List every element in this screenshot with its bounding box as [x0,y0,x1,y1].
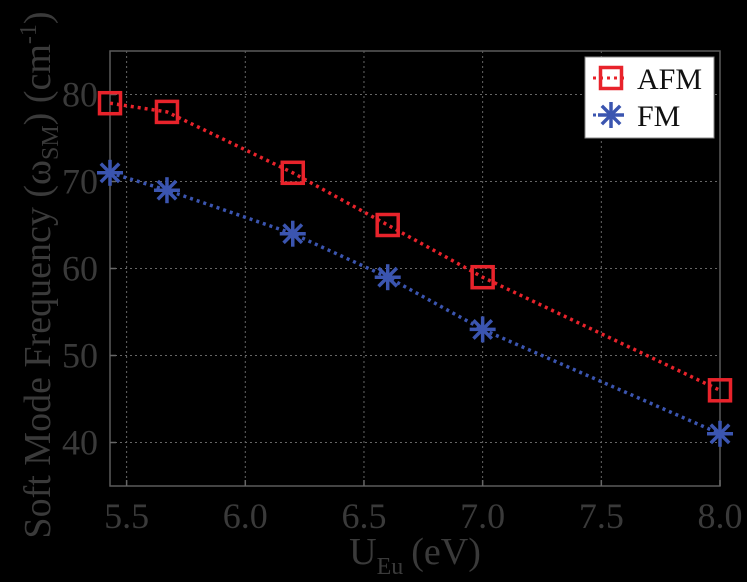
svg-text:UEu(eV): UEu (eV) [349,531,481,580]
x-tick-label: 8.0 [698,496,743,536]
grid-lines [110,51,721,486]
y-axis-label: Soft Mode Frequency (ωSM) (cm-1) [16,11,64,538]
x-tick-label: 6.0 [223,496,268,536]
svg-text:FM: FM [637,100,680,133]
svg-text:Soft Mode Frequency (ωSM) (cm-: Soft Mode Frequency (ωSM) (cm-1) [16,11,64,538]
series-afm [97,90,733,403]
x-tick-label: 7.0 [460,496,505,536]
y-tick-label: 60 [62,249,98,289]
y-tick-label: 80 [62,75,98,115]
data-series [97,90,733,447]
x-axis-label: UEu (eV) [349,531,481,580]
y-tick-label: 70 [62,162,98,202]
y-tick-label: 50 [62,336,98,376]
y-tick-label: 40 [62,423,98,463]
legend: AFM FM [584,56,715,139]
axis-ticks: 5.5 6.0 6.5 7.0 7.5 8.0 40 50 60 70 80 [62,75,743,537]
x-tick-label: 5.5 [104,496,149,536]
x-tick-label: 7.5 [579,496,624,536]
legend-item-fm: FM [593,100,680,133]
x-tick-label: 6.5 [341,496,386,536]
legend-box [584,56,715,139]
legend-item-afm: AFM [593,63,702,96]
svg-text:AFM: AFM [637,63,702,96]
series-fm [97,159,733,447]
